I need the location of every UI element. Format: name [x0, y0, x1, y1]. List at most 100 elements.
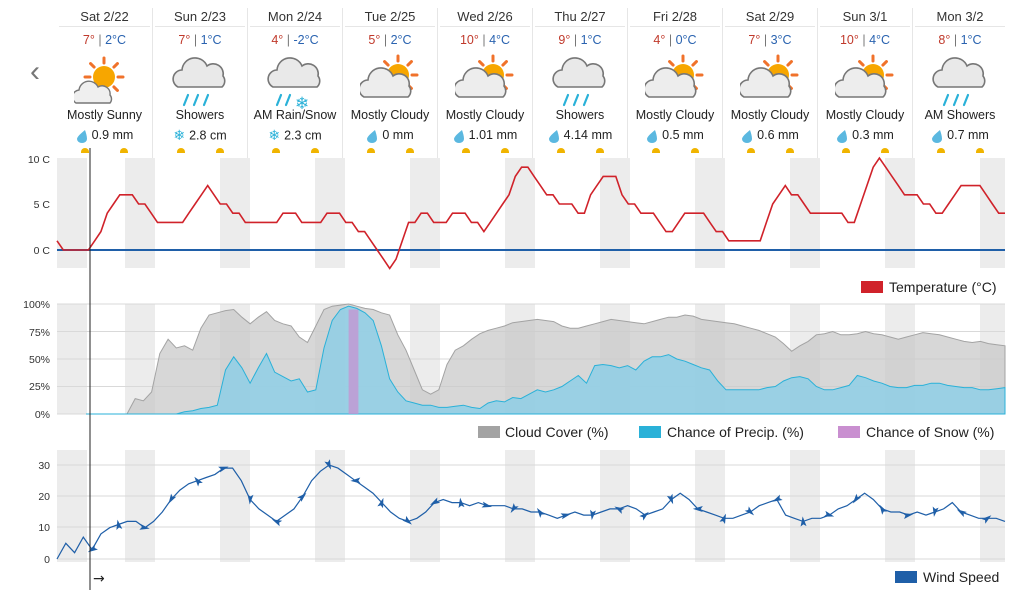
day-date: Mon 2/24 [250, 8, 340, 27]
showers-icon [930, 51, 992, 111]
day-precip-amount: 0 mm [382, 128, 414, 142]
day-precip: 0.3 mm [818, 128, 912, 143]
temp-tick-10: 10 C [28, 154, 51, 166]
day-condition: Showers [555, 108, 605, 122]
day-precip-amount: 0.3 mm [852, 128, 894, 142]
wind-direction-arrow [639, 511, 649, 521]
wind-direction-arrow [956, 509, 967, 518]
day-condition: Mostly Cloudy [635, 108, 715, 122]
day-date: Sun 3/1 [820, 8, 910, 27]
wind-direction-arrow [800, 516, 807, 527]
wind-direction-arrow [590, 509, 596, 521]
cloud-tick-100: 100% [23, 299, 50, 311]
temperature-legend-label: Temperature (°C) [889, 279, 997, 295]
wind-legend-label: Wind Speed [923, 569, 999, 585]
sunset-icon [786, 148, 794, 153]
day-temps: 10° | 4°C [459, 33, 511, 47]
night-band [885, 158, 915, 268]
wind-direction-arrow [536, 507, 546, 518]
night-band [315, 450, 345, 562]
sunrise-icon [81, 148, 89, 153]
day-high-temp: 7° [178, 33, 191, 47]
sunset-icon [311, 148, 319, 153]
wind-speed-series-line [56, 464, 1006, 560]
snow-legend-label: Chance of Snow (%) [866, 424, 994, 440]
day-column: Mon 2/24 4° | -2°C ❄ AM Rain/Snow ❄ 2.3 cm [247, 8, 342, 158]
day-high-temp: 10° [459, 33, 479, 47]
day-high-temp: 10° [839, 33, 859, 47]
cloud-tick-0: 0% [35, 409, 50, 421]
sunset-icon [216, 148, 224, 153]
wind-direction-arrow [271, 519, 283, 527]
wind-direction-arrow [692, 505, 703, 512]
precip-legend-swatch [639, 426, 661, 438]
wind-tick-20: 20 [38, 491, 50, 503]
day-low-temp: 2°C [105, 33, 127, 47]
daily-forecast-header: Sat 2/22 7° | 2°C Mostly Sunny 0.9 mm Sun 2/… [57, 8, 1008, 158]
day-date: Sun 2/23 [155, 8, 245, 27]
raindrop-icon [646, 128, 662, 143]
cloud-tick-25: 25% [29, 381, 50, 393]
day-precip: 4.14 mm [533, 128, 627, 143]
day-date: Mon 3/2 [915, 8, 1005, 27]
day-condition: AM Rain/Snow [253, 108, 337, 122]
wind-direction-arrow [772, 494, 783, 502]
sunset-icon [976, 148, 984, 153]
night-band [980, 450, 1005, 562]
night-band [505, 158, 535, 268]
wind-direction-arrow [430, 497, 441, 506]
day-low-temp: -2°C [293, 33, 319, 47]
day-low-temp: 0°C [675, 33, 697, 47]
chevron-left-icon: ‹ [30, 55, 40, 88]
raindrop-icon [741, 128, 757, 143]
day-precip: 0.5 mm [628, 128, 722, 143]
snowflake-icon: ❄ [173, 128, 186, 144]
prev-days-button[interactable]: ‹ [30, 55, 40, 88]
day-precip: 0.9 mm [57, 128, 152, 143]
day-condition: Mostly Cloudy [825, 108, 905, 122]
wind-direction-arrow [932, 506, 939, 517]
sunset-icon [501, 148, 509, 153]
day-column: Mon 3/2 8° | 1°C AM Showers 0.7 mm [912, 8, 1007, 158]
wind-direction-arrow [852, 493, 862, 504]
day-high-temp: 8° [938, 33, 951, 47]
precip-chance-series-area [86, 305, 1006, 415]
day-precip: ❄ 2.8 cm [153, 128, 247, 144]
day-temps: 7° | 2°C [82, 33, 127, 47]
day-precip-amount: 0.9 mm [91, 128, 134, 142]
cloud-tick-50: 50% [29, 354, 50, 366]
wind-direction-arrow [247, 494, 254, 505]
day-precip: 0 mm [343, 128, 437, 143]
wind-chart: 30 20 10 0 Wind Speed → [38, 450, 1006, 587]
sunrise-icon [177, 148, 185, 153]
night-band [885, 450, 915, 562]
day-low-temp: 3°C [770, 33, 792, 47]
temperature-chart: 10 C 5 C 0 C Temperature (°C) [28, 154, 1005, 295]
mostly-sunny-icon [71, 51, 136, 111]
sunrise-icon [747, 148, 755, 153]
wind-direction-arrow [116, 519, 123, 530]
wind-direction-arrow [139, 523, 150, 530]
wind-direction-arrow [614, 506, 625, 514]
day-condition: AM Showers [924, 108, 996, 122]
sunset-icon [691, 148, 699, 153]
temperature-legend-swatch [861, 281, 883, 293]
day-date: Tue 2/25 [345, 8, 435, 27]
day-temps: 9° | 1°C [558, 33, 602, 47]
wind-direction-arrow [981, 515, 992, 524]
day-high-temp: 4° [271, 33, 284, 47]
svg-text:❄: ❄ [295, 94, 309, 111]
day-high-temp: 9° [558, 33, 571, 47]
day-column: Fri 2/28 4° | 0°C Mostly Cloudy 0.5 mm [627, 8, 722, 158]
night-band [57, 158, 87, 268]
current-time-arrow-icon: → [93, 571, 105, 587]
day-high-temp: 7° [748, 33, 761, 47]
raindrop-icon [76, 128, 92, 143]
sunset-icon [881, 148, 889, 153]
wind-direction-arrow [402, 515, 412, 525]
day-column: Tue 2/25 5° | 2°C Mostly Cloudy 0 mm [342, 8, 437, 158]
sun-shape [83, 56, 125, 98]
day-precip-amount: 0.7 mm [947, 128, 989, 142]
wind-legend-swatch [895, 571, 917, 583]
sunrise-icon [272, 148, 280, 153]
